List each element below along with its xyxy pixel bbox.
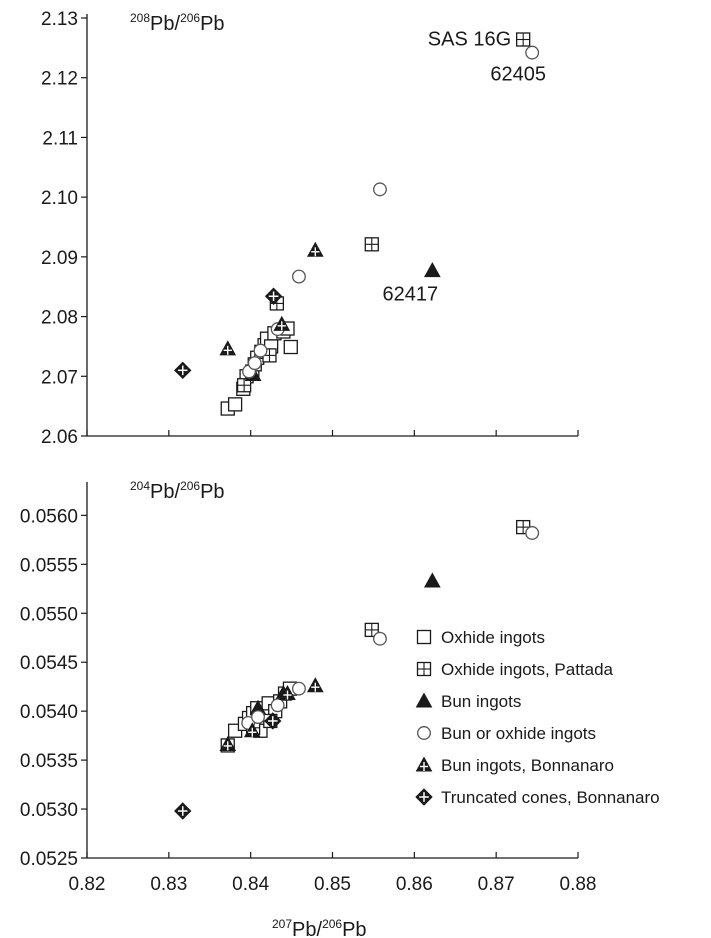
data-point bbox=[253, 343, 268, 358]
series-triangle-plus bbox=[219, 677, 324, 751]
data-point bbox=[174, 361, 192, 380]
y-tick-label: 0.0540 bbox=[20, 702, 78, 723]
series-circle bbox=[241, 526, 540, 730]
data-point bbox=[364, 622, 379, 638]
data-point bbox=[174, 802, 192, 820]
legend-entry: Bun ingots, Bonnanaro bbox=[415, 756, 614, 775]
y-tick-label: 2.07 bbox=[41, 367, 78, 388]
data-point bbox=[236, 378, 252, 393]
legend-entry: Truncated cones, Bonnanaro bbox=[415, 788, 660, 807]
data-point bbox=[264, 287, 283, 305]
y-tick-label: 0.0560 bbox=[20, 506, 78, 527]
series-triangle bbox=[249, 572, 441, 715]
series-triangle bbox=[244, 262, 441, 381]
series-circle bbox=[242, 45, 540, 379]
data-point bbox=[423, 572, 441, 588]
legend-entry: Bun or oxhide ingots bbox=[417, 724, 596, 743]
data-point bbox=[373, 182, 387, 197]
legend-label: Bun ingots, Bonnanaro bbox=[441, 756, 614, 775]
legend: Oxhide ingots Oxhide ingots, Pattada Bun i… bbox=[415, 628, 660, 807]
y-tick-label: 2.11 bbox=[42, 128, 78, 149]
series-triangle-plus bbox=[219, 241, 324, 356]
y-tick-label: 2.12 bbox=[41, 69, 78, 90]
data-point bbox=[219, 735, 237, 751]
x-tick-label: 0.85 bbox=[314, 874, 351, 895]
data-point bbox=[251, 710, 265, 724]
data-point bbox=[243, 722, 261, 738]
data-point bbox=[264, 712, 282, 730]
y-tick-label: 0.0530 bbox=[20, 800, 78, 821]
series-square-plus bbox=[236, 32, 531, 393]
x-tick-label: 0.88 bbox=[560, 874, 597, 895]
data-point bbox=[364, 237, 379, 252]
data-point bbox=[270, 698, 285, 713]
y-tick-label: 2.09 bbox=[41, 248, 78, 269]
legend-label: Truncated cones, Bonnanaro bbox=[441, 788, 660, 807]
panel-1: 2.06 2.07 2.08 2.09 2.10 2.11 2.12 2.13 208Pb/20… bbox=[41, 9, 579, 448]
legend-marker-triangle bbox=[415, 692, 433, 708]
annotation-label: 62417 bbox=[383, 284, 439, 306]
y-tick-label: 2.10 bbox=[41, 188, 78, 209]
data-point bbox=[219, 340, 237, 356]
series-diamond bbox=[174, 712, 282, 820]
y-tick-label: 0.0535 bbox=[20, 751, 78, 772]
x-tick-label: 0.86 bbox=[396, 874, 433, 895]
annotation-label: SAS 16G bbox=[428, 28, 511, 50]
series-square bbox=[220, 321, 298, 416]
data-point bbox=[291, 681, 306, 696]
y-tick-label: 0.0545 bbox=[20, 653, 78, 674]
annotation-label: 62405 bbox=[490, 64, 546, 86]
y-tick-label: 0.0555 bbox=[20, 555, 78, 576]
y-tick-label: 2.08 bbox=[41, 308, 78, 329]
data-point bbox=[279, 685, 296, 701]
y-tick-label: 0.0550 bbox=[20, 604, 78, 625]
data-point bbox=[306, 241, 324, 257]
y-tick-label: 0.0525 bbox=[20, 849, 78, 870]
x-axis-label: 207Pb/206Pb bbox=[272, 917, 367, 938]
panel-2: 0.0525 0.0530 0.0535 0.0540 0.0545 0.0550 0.05… bbox=[20, 479, 597, 938]
legend-marker-square bbox=[416, 629, 432, 645]
legend-label: Oxhide ingots, Pattada bbox=[441, 660, 614, 679]
data-point bbox=[525, 526, 540, 540]
x-tick-label: 0.87 bbox=[478, 874, 515, 895]
legend-label: Bun or oxhide ingots bbox=[441, 724, 596, 743]
legend-label: Oxhide ingots bbox=[441, 628, 545, 647]
x-tick-label: 0.84 bbox=[232, 874, 269, 895]
legend-entry: Bun ingots bbox=[415, 692, 521, 711]
data-point bbox=[291, 269, 306, 284]
data-point bbox=[283, 339, 298, 355]
legend-marker-square-plus bbox=[416, 661, 432, 677]
y-axis-label: 204Pb/206Pb bbox=[130, 479, 225, 503]
data-point bbox=[247, 356, 262, 371]
data-point bbox=[516, 32, 531, 47]
legend-entry: Oxhide ingots, Pattada bbox=[416, 660, 614, 679]
legend-marker-circle bbox=[417, 726, 431, 740]
y-tick-label: 2.13 bbox=[41, 9, 78, 30]
data-point bbox=[306, 677, 324, 693]
legend-entry: Oxhide ingots bbox=[416, 628, 545, 647]
data-point bbox=[423, 262, 441, 278]
x-tick-label: 0.83 bbox=[150, 874, 187, 895]
data-point bbox=[227, 397, 243, 412]
data-point bbox=[373, 631, 387, 646]
data-point bbox=[273, 315, 291, 331]
data-point bbox=[525, 45, 540, 60]
x-tick-label: 0.82 bbox=[69, 874, 106, 895]
legend-label: Bun ingots bbox=[441, 692, 521, 711]
y-tick-label: 2.06 bbox=[41, 427, 78, 448]
series-diamond bbox=[174, 287, 283, 380]
y-axis-label: 208Pb/206Pb bbox=[130, 11, 225, 35]
legend-marker-triangle-plus bbox=[415, 756, 433, 772]
legend-marker-diamond bbox=[415, 788, 433, 806]
